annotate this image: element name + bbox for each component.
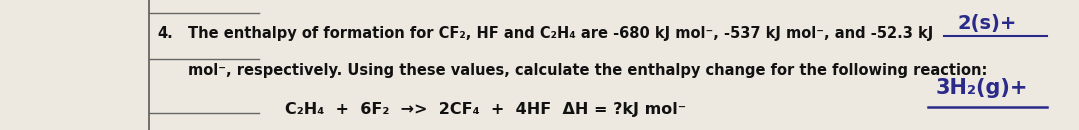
Text: 3H₂(g)+: 3H₂(g)+ xyxy=(935,78,1028,98)
Text: mol⁻, respectively. Using these values, calculate the enthalpy change for the fo: mol⁻, respectively. Using these values, … xyxy=(188,63,987,78)
Text: C₂H₄  +  6F₂  →>  2CF₄  +  4HF  ΔH = ?kJ mol⁻: C₂H₄ + 6F₂ →> 2CF₄ + 4HF ΔH = ?kJ mol⁻ xyxy=(285,102,686,117)
Text: 4.: 4. xyxy=(158,26,174,41)
Text: 2(s)+: 2(s)+ xyxy=(957,14,1017,33)
Text: The enthalpy of formation for CF₂, HF and C₂H₄ are -680 kJ mol⁻, -537 kJ mol⁻, a: The enthalpy of formation for CF₂, HF an… xyxy=(188,26,933,41)
